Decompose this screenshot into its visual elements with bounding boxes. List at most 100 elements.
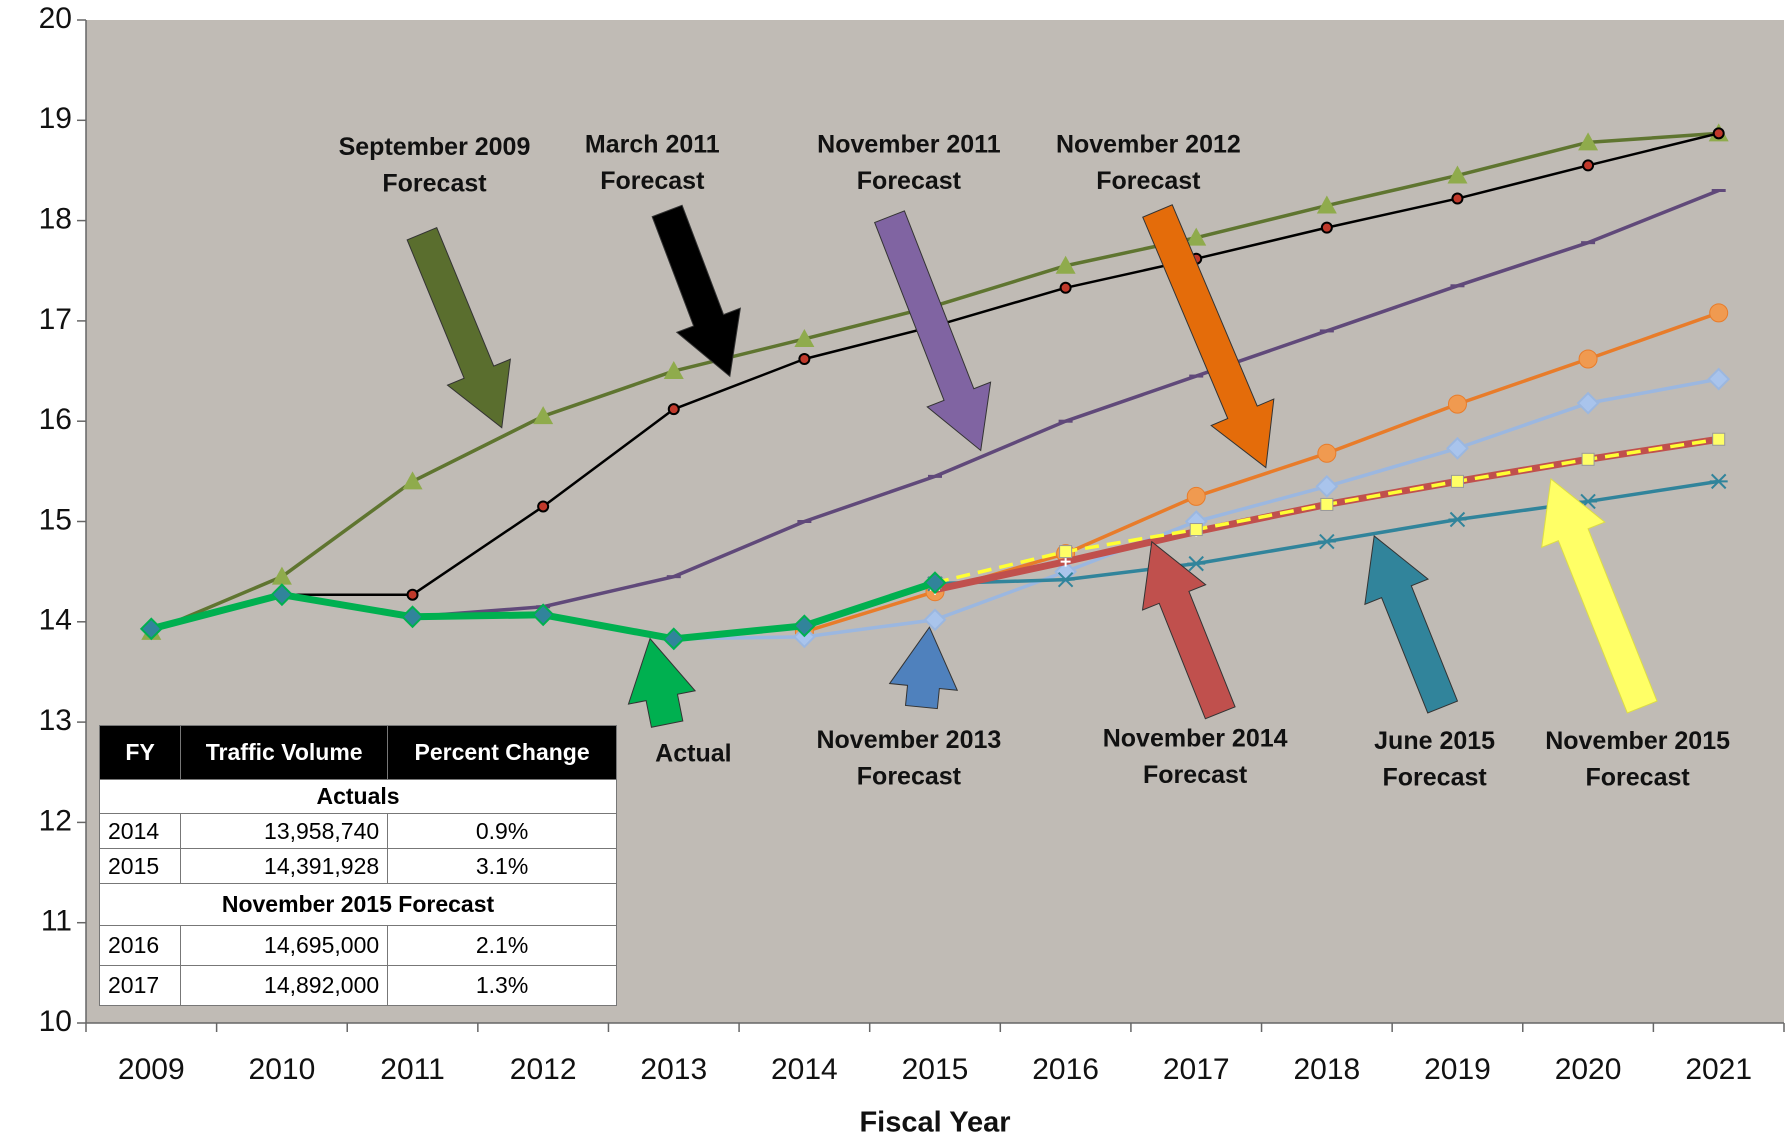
marker (1712, 127, 1725, 140)
x-tick-label: 2012 (510, 1053, 577, 1086)
marker (531, 603, 555, 627)
x-tick-label: 2009 (118, 1053, 185, 1086)
y-tick-label: 14 (39, 604, 72, 637)
marker (1712, 432, 1726, 446)
marker (1054, 560, 1078, 584)
annotation-label: November 2012 (1056, 131, 1241, 159)
annotation-label: Forecast (1143, 761, 1248, 789)
section-title: Actuals (99, 779, 617, 814)
table-row: 2014 13,958,740 0.9% (98, 813, 617, 849)
arrow (627, 637, 697, 728)
marker (1317, 533, 1336, 550)
marker (663, 361, 684, 380)
annotation-label: Actual (655, 740, 731, 768)
table-cell: 2016 (98, 925, 182, 966)
table-cell: 13,958,740 (180, 813, 389, 849)
y-tick-label: 20 (39, 2, 72, 35)
marker (1060, 556, 1071, 567)
marker (798, 353, 811, 366)
header-cell: Percent Change (387, 725, 617, 780)
marker (1059, 545, 1073, 559)
annotation-label: November 2015 (1545, 727, 1730, 755)
x-tick-label: 2021 (1685, 1053, 1752, 1086)
marker (533, 406, 554, 425)
x-tick-label: 2016 (1032, 1053, 1099, 1086)
arrow (651, 204, 741, 378)
table-cell: 2014 (98, 813, 182, 849)
arrow (1142, 204, 1275, 469)
marker (1317, 443, 1337, 463)
marker (1707, 367, 1731, 391)
marker (667, 403, 680, 416)
annotation-label: November 2011 (817, 131, 1001, 159)
annotation-label: November 2014 (1103, 725, 1288, 753)
x-tick-label: 2015 (902, 1053, 969, 1086)
marker (1186, 227, 1207, 246)
marker (792, 614, 816, 638)
marker (1055, 255, 1076, 274)
marker (1447, 394, 1467, 414)
marker (271, 566, 292, 585)
marker (1320, 497, 1334, 511)
annotation-label: Forecast (600, 167, 705, 195)
marker (1451, 192, 1464, 205)
table-cell: 14,892,000 (180, 965, 389, 1006)
table-cell: 14,695,000 (180, 925, 389, 966)
y-tick-label: 18 (39, 203, 72, 236)
annotation-label: Forecast (857, 167, 962, 195)
x-tick-label: 2018 (1293, 1053, 1360, 1086)
annotation-label: June 2015 (1374, 727, 1495, 755)
annotation-label: Forecast (1096, 167, 1201, 195)
marker (794, 328, 815, 347)
table-row: 2017 14,892,000 1.3% (98, 965, 617, 1006)
marker (1576, 391, 1600, 415)
arrow (1541, 478, 1658, 714)
x-tick-label: 2011 (380, 1053, 445, 1086)
annotation-label: September 2009 (339, 133, 531, 161)
section-title: November 2015 Forecast (99, 883, 617, 926)
arrow (1141, 540, 1236, 720)
table-cell: 14,391,928 (180, 848, 389, 884)
y-tick-label: 13 (39, 704, 72, 737)
x-tick-label: 2013 (640, 1053, 707, 1086)
section-row: Actuals (99, 779, 617, 814)
y-tick-label: 12 (39, 804, 72, 837)
marker (1059, 281, 1072, 294)
x-tick-label: 2017 (1163, 1053, 1230, 1086)
marker (923, 571, 947, 595)
marker (1578, 349, 1598, 369)
table-cell: 2015 (98, 848, 182, 884)
annotation-label: Forecast (857, 762, 962, 790)
marker (1709, 473, 1728, 490)
marker (1447, 165, 1468, 184)
table-cell: 2017 (98, 965, 182, 1006)
table-cell: 1.3% (387, 965, 617, 1006)
y-tick-label: 11 (41, 905, 72, 938)
table-header: FY Traffic Volume Percent Change (98, 725, 617, 780)
arrow (888, 626, 959, 710)
marker (401, 605, 424, 629)
marker (1315, 474, 1339, 498)
annotation-label: Forecast (1383, 763, 1488, 791)
x-tick-label: 2020 (1555, 1053, 1622, 1086)
y-tick-label: 10 (39, 1005, 72, 1038)
annotation-label: November 2013 (816, 726, 1001, 754)
x-tick-label: 2010 (249, 1053, 316, 1086)
y-tick-label: 17 (39, 303, 72, 336)
marker (1316, 195, 1337, 214)
marker (1187, 555, 1206, 572)
marker (1186, 486, 1206, 506)
marker (1056, 571, 1075, 588)
marker (1578, 132, 1599, 151)
marker (1709, 303, 1729, 323)
annotation-label: Forecast (1585, 763, 1690, 791)
header-cell: FY (98, 725, 182, 780)
table-cell: 0.9% (387, 813, 617, 849)
x-axis-label: Fiscal Year (859, 1107, 1010, 1139)
marker (662, 627, 686, 651)
marker (139, 617, 163, 641)
x-tick-label: 2014 (771, 1053, 838, 1086)
marker (1581, 452, 1595, 466)
y-tick-label: 16 (39, 403, 72, 436)
